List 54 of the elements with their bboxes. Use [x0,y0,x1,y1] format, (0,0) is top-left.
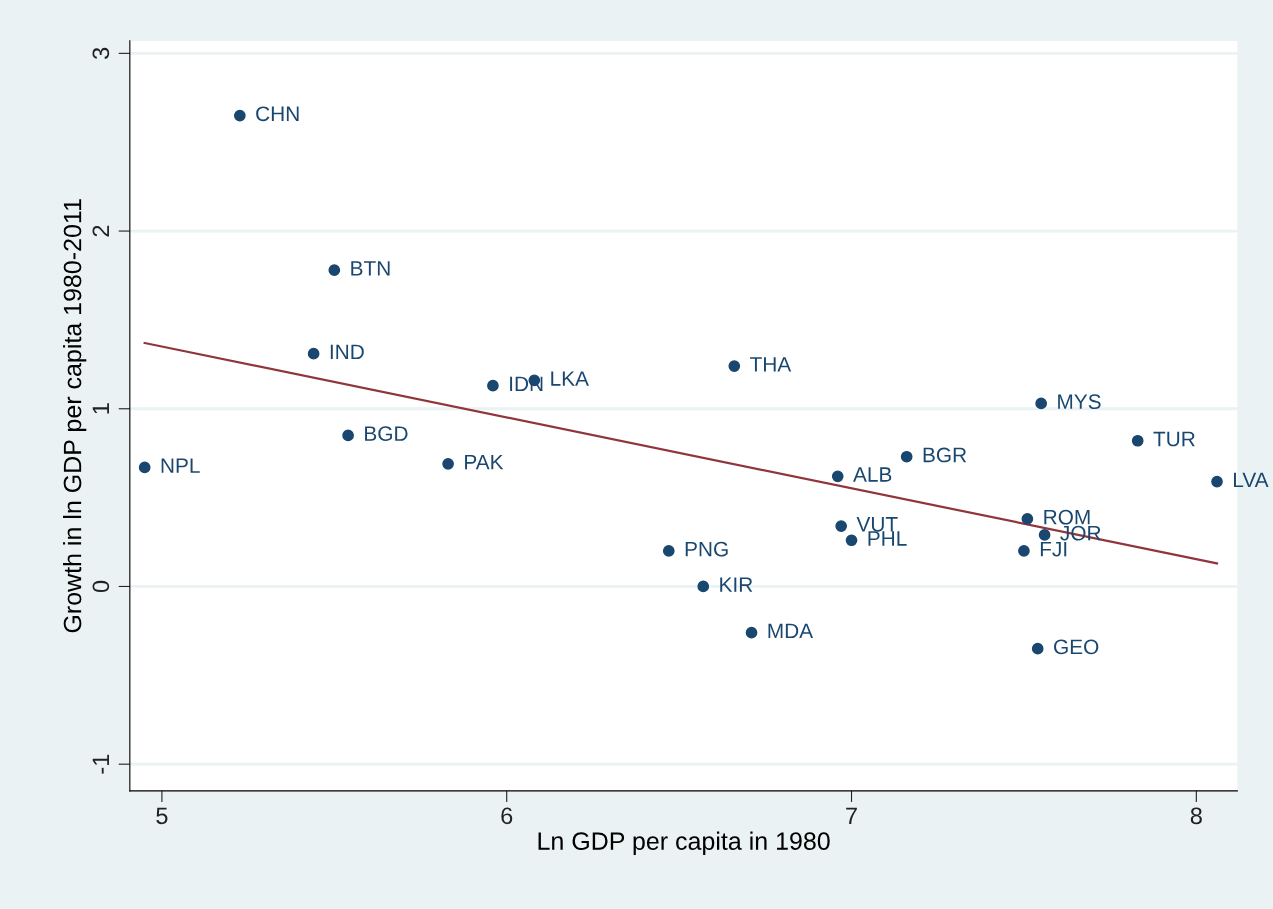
point [1035,397,1048,410]
annotation: TUR [1153,431,1195,447]
annotation: VUT [856,517,898,532]
x-axis-title: Ln GDP per capita in 1980 [538,831,830,855]
x-tick-label: 8 [1190,807,1202,825]
point [442,458,454,470]
point [835,520,848,532]
annotation: NPL [161,458,200,473]
x-tick-label: 7 [846,807,857,824]
annotation: GEO [1054,639,1099,655]
annotation: ALB [853,467,892,482]
point [1031,642,1044,655]
x-tick-label: 6 [501,807,513,825]
y-axis-title: Growth in ln GDP per capita 1980-2011 [63,199,87,633]
annotation: MDA [768,623,814,639]
point [307,347,320,360]
y-tick-label: -1 [92,754,109,774]
point [728,360,741,372]
y-tick-label: 0 [92,580,110,593]
annotation: BTN [351,261,390,276]
y-tick-label: 2 [92,225,109,237]
annotation: THA [750,357,792,372]
y-tick-label: 1 [92,403,109,414]
point [831,470,844,483]
point [1018,545,1030,557]
point [697,580,710,593]
y-tick-label: 3 [92,47,110,60]
point [233,109,246,122]
point [745,626,758,639]
annotation: PAK [465,454,504,470]
annotation: KIR [720,577,753,592]
annotation: PHL [868,531,907,546]
point [1131,434,1144,447]
annotation: BGD [365,426,408,442]
annotation: LKA [551,371,589,386]
point [328,264,341,276]
annotation: PNG [685,541,728,557]
point [1038,529,1051,541]
annotation: LVA [1234,472,1269,488]
point [1211,475,1223,488]
annotation: ROM [1044,509,1090,525]
point [900,450,913,463]
point [1021,513,1034,525]
annotation: BGR [923,447,967,463]
point [845,534,858,547]
point [138,461,151,474]
point [342,429,354,442]
annotation: MYS [1058,394,1101,410]
annotation: IND [330,344,364,360]
point [487,379,499,392]
x-tick-label: 5 [156,807,168,825]
annotation: CHN [256,106,299,122]
point [662,545,675,557]
annotation: FJI [1040,541,1067,557]
